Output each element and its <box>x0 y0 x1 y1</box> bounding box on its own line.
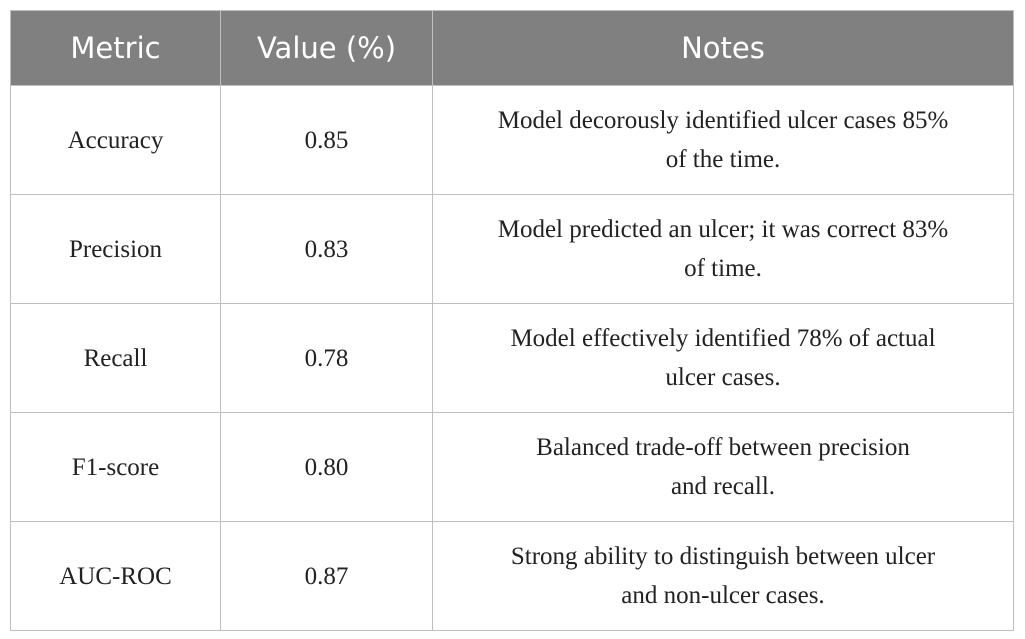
metrics-table: Metric Value (%) Notes Accuracy 0.85 Model d… <box>10 10 1014 631</box>
value-cell: 0.80 <box>220 412 433 522</box>
metric-cell: Recall <box>10 303 221 413</box>
table-body: Accuracy 0.85 Model decorously identified … <box>10 85 1014 631</box>
value-cell: 0.83 <box>220 194 433 304</box>
header-row: Metric Value (%) Notes <box>10 10 1014 86</box>
note-line: Balanced trade-off between precision <box>536 434 910 461</box>
note-line: of time. <box>684 255 762 282</box>
notes-cell: Model decorously identified ulcer cases … <box>432 85 1014 195</box>
note-line: Model decorously identified ulcer cases … <box>497 107 949 134</box>
notes-cell: Model predicted an ulcer; it was correct… <box>432 194 1014 304</box>
metric-cell: F1-score <box>10 412 221 522</box>
metric-cell: Accuracy <box>10 85 221 195</box>
note-line: ulcer cases. <box>665 364 781 391</box>
header-cell: Notes <box>432 10 1014 86</box>
header-cell: Metric <box>10 10 221 86</box>
table-row: Precision 0.83 Model predicted an ulcer; i… <box>10 194 1014 304</box>
metric-cell: AUC-ROC <box>10 521 221 631</box>
value-cell: 0.85 <box>220 85 433 195</box>
value-cell: 0.78 <box>220 303 433 413</box>
table-row: F1-score 0.80 Balanced trade-off between p… <box>10 412 1014 522</box>
notes-cell: Strong ability to distinguish between ul… <box>432 521 1014 631</box>
table-row: AUC-ROC 0.87 Strong ability to distinguish… <box>10 521 1014 631</box>
metric-cell: Precision <box>10 194 221 304</box>
note-line: and non-ulcer cases. <box>621 582 825 609</box>
notes-cell: Balanced trade-off between precision and … <box>432 412 1014 522</box>
table-row: Accuracy 0.85 Model decorously identified … <box>10 85 1014 195</box>
note-line: and recall. <box>670 473 776 500</box>
value-cell: 0.87 <box>220 521 433 631</box>
table-row: Recall 0.78 Model effectively identified 7… <box>10 303 1014 413</box>
note-line: Strong ability to distinguish between ul… <box>510 543 936 570</box>
note-line: Model effectively identified 78% of actu… <box>510 325 936 352</box>
header-cell: Value (%) <box>220 10 433 86</box>
notes-cell: Model effectively identified 78% of actu… <box>432 303 1014 413</box>
note-line: Model predicted an ulcer; it was correct… <box>497 216 949 243</box>
note-line: of the time. <box>665 146 781 173</box>
